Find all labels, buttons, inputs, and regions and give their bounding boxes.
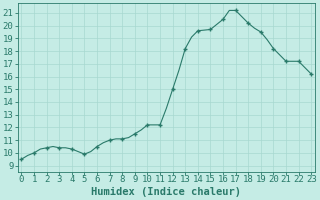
X-axis label: Humidex (Indice chaleur): Humidex (Indice chaleur): [91, 187, 241, 197]
